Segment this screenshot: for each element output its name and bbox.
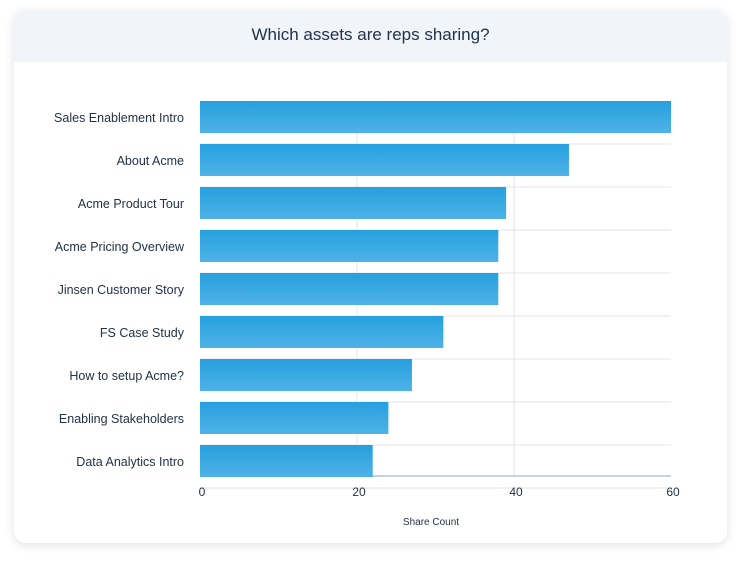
chart-header xyxy=(14,10,727,62)
bar[interactable] xyxy=(200,445,373,477)
y-category-label: Enabling Stakeholders xyxy=(59,412,184,426)
bar[interactable] xyxy=(200,101,671,133)
y-category-label: Acme Product Tour xyxy=(78,197,184,211)
bar[interactable] xyxy=(200,316,444,348)
x-tick-label: 20 xyxy=(352,485,366,499)
bar[interactable] xyxy=(200,144,569,176)
bar[interactable] xyxy=(200,187,507,219)
y-category-label: How to setup Acme? xyxy=(69,369,184,383)
bar[interactable] xyxy=(200,359,412,391)
bar[interactable] xyxy=(200,273,499,305)
x-axis-label: Share Count xyxy=(403,517,459,528)
y-category-label: Data Analytics Intro xyxy=(76,455,184,469)
y-category-label: FS Case Study xyxy=(100,326,185,340)
y-category-label: About Acme xyxy=(117,154,184,168)
y-category-label: Acme Pricing Overview xyxy=(55,240,185,254)
x-tick-label: 40 xyxy=(509,485,523,499)
x-tick-label: 0 xyxy=(199,485,206,499)
y-category-label: Jinsen Customer Story xyxy=(58,283,185,297)
bar[interactable] xyxy=(200,402,389,434)
y-category-label: Sales Enablement Intro xyxy=(54,111,184,125)
x-tick-label: 60 xyxy=(666,485,680,499)
bar[interactable] xyxy=(200,230,499,262)
chart-title: Which assets are reps sharing? xyxy=(251,25,490,44)
